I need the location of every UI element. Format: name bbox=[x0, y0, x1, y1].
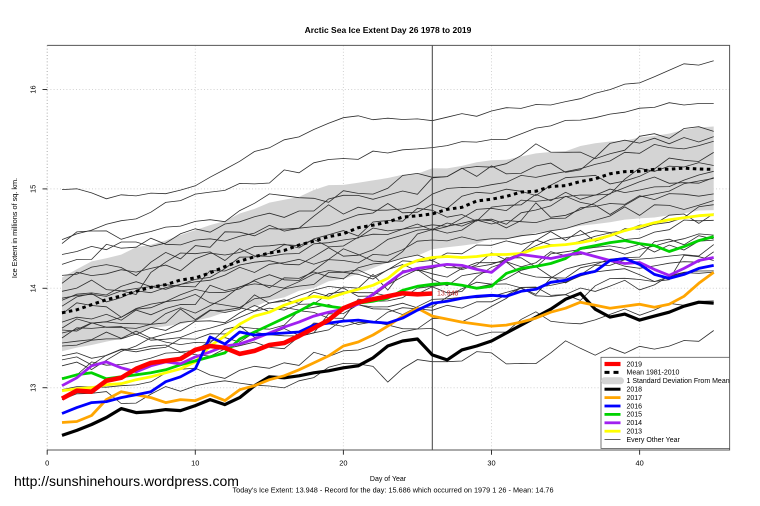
svg-text:2017: 2017 bbox=[627, 395, 643, 402]
svg-text:Arctic Sea Ice Extent Day 26 1: Arctic Sea Ice Extent Day 26 1978 to 201… bbox=[305, 25, 472, 35]
svg-text:Today's Ice Extent: 13.948 -: Today's Ice Extent: 13.948 - Record for … bbox=[232, 486, 553, 495]
svg-text:2014: 2014 bbox=[627, 420, 643, 427]
svg-text:20: 20 bbox=[339, 459, 347, 468]
svg-text:15: 15 bbox=[29, 185, 38, 193]
svg-text:2016: 2016 bbox=[627, 403, 643, 410]
svg-text:10: 10 bbox=[191, 459, 199, 468]
svg-text:http://sunshinehours.wordpress: http://sunshinehours.wordpress.com bbox=[14, 473, 239, 489]
svg-text:Ice Extent in millions of sq.: Ice Extent in millions of sq. km. bbox=[10, 178, 19, 278]
svg-text:Every Other Year: Every Other Year bbox=[627, 437, 681, 444]
svg-text:2015: 2015 bbox=[627, 412, 643, 419]
svg-text:0: 0 bbox=[45, 459, 49, 468]
svg-text:Mean 1981-2010: Mean 1981-2010 bbox=[627, 370, 680, 377]
svg-text:16: 16 bbox=[29, 85, 38, 93]
svg-text:14: 14 bbox=[29, 284, 38, 292]
svg-text:40: 40 bbox=[635, 459, 643, 468]
svg-text:13: 13 bbox=[29, 384, 38, 392]
svg-text:13.948: 13.948 bbox=[437, 291, 459, 298]
svg-text:1 Standard Deviation From Mean: 1 Standard Deviation From Mean bbox=[627, 378, 730, 385]
svg-text:Day of Year: Day of Year bbox=[370, 476, 407, 483]
svg-text:2013: 2013 bbox=[627, 429, 643, 436]
svg-text:2018: 2018 bbox=[627, 387, 643, 394]
svg-text:30: 30 bbox=[487, 459, 495, 468]
svg-text:2019: 2019 bbox=[627, 361, 643, 368]
